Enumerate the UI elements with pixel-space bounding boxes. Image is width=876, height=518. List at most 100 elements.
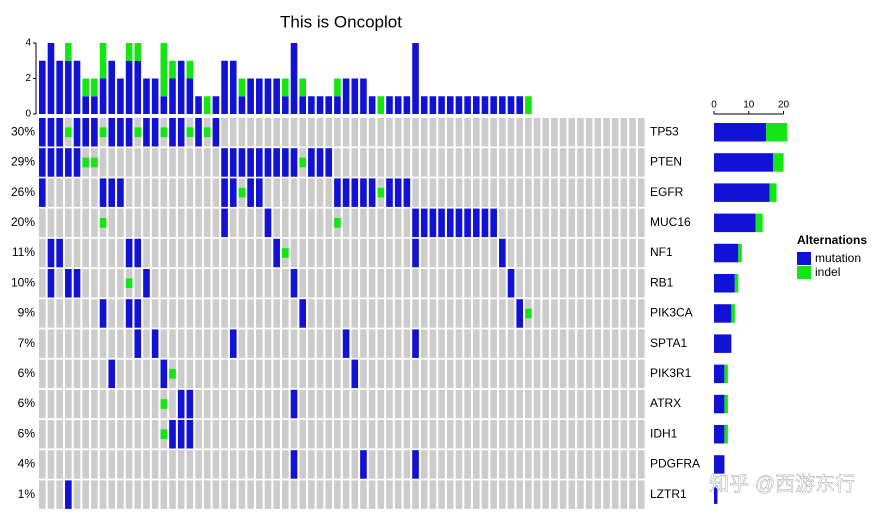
bg-cell <box>585 389 593 419</box>
cell-mutation <box>256 178 263 207</box>
bg-cell <box>169 480 176 509</box>
bg-cell <box>412 420 419 449</box>
bg-cell <box>594 420 602 449</box>
bg-cell <box>247 118 254 147</box>
bg-cell <box>316 450 324 479</box>
bg-cell <box>325 208 333 238</box>
bg-cell <box>533 329 541 358</box>
bg-cell <box>325 238 333 268</box>
bg-cell <box>143 329 150 358</box>
bg-cell <box>394 420 402 449</box>
bg-cell <box>299 480 306 509</box>
bg-cell <box>611 480 619 509</box>
bg-cell <box>82 269 89 298</box>
bg-cell <box>481 450 489 479</box>
bg-cell <box>420 389 428 419</box>
bg-cell <box>351 269 359 298</box>
right-bar-indel <box>731 304 735 323</box>
bg-cell <box>203 329 211 358</box>
bg-cell <box>342 389 350 419</box>
bg-cell <box>247 269 254 298</box>
bg-cell <box>551 389 558 419</box>
right-bar-mutation <box>714 455 725 474</box>
gene-label: EGFR <box>650 185 684 199</box>
bg-cell <box>473 299 480 328</box>
bg-cell <box>351 208 359 238</box>
cell-mutation <box>73 269 81 298</box>
bg-cell <box>264 238 272 268</box>
bg-cell <box>177 359 185 389</box>
bg-cell <box>282 329 289 358</box>
bg-cell <box>160 238 168 268</box>
bg-cell <box>611 269 619 298</box>
bg-cell <box>351 420 359 449</box>
bg-cell <box>568 269 576 298</box>
bg-cell <box>516 238 523 268</box>
bg-cell <box>108 299 116 328</box>
bg-cell <box>360 299 367 328</box>
bg-cell <box>229 420 237 449</box>
cell-mutation <box>212 118 220 147</box>
bg-cell <box>316 269 324 298</box>
top-bar-mutation <box>151 78 159 114</box>
bg-cell <box>65 238 72 268</box>
bg-cell <box>507 480 515 509</box>
bg-cell <box>403 450 411 479</box>
right-bar-mutation <box>714 425 725 444</box>
bg-cell <box>256 299 263 328</box>
cell-mutation <box>308 148 315 177</box>
bg-cell <box>429 450 437 479</box>
pct-label: 30% <box>11 124 35 138</box>
bg-cell <box>308 238 315 268</box>
bg-cell <box>151 208 159 238</box>
top-bar-mutation <box>455 96 463 114</box>
bg-cell <box>308 450 315 479</box>
bg-cell <box>481 178 489 207</box>
bg-cell <box>394 389 402 419</box>
bg-cell <box>516 359 523 389</box>
bg-cell <box>481 148 489 177</box>
cell-mutation <box>299 299 306 328</box>
cell-indel <box>186 127 194 138</box>
bg-cell <box>542 269 550 298</box>
bg-cell <box>290 208 298 238</box>
bg-cell <box>186 329 194 358</box>
bg-cell <box>412 299 419 328</box>
top-bar-mutation <box>195 96 202 114</box>
bg-cell <box>499 148 506 177</box>
top-bar-indel <box>91 78 98 97</box>
bg-cell <box>611 420 619 449</box>
bg-cell <box>429 238 437 268</box>
top-bar-mutation <box>73 60 81 114</box>
cell-indel <box>82 157 89 168</box>
right-bar-indel <box>724 394 728 414</box>
bg-cell <box>368 269 376 298</box>
bg-cell <box>525 450 532 479</box>
y-tick-label: 2 <box>25 73 31 84</box>
bg-cell <box>473 178 480 207</box>
pct-label: 1% <box>18 487 36 501</box>
cell-mutation <box>82 118 89 147</box>
bg-cell <box>125 389 133 419</box>
bg-cell <box>446 148 454 177</box>
bg-cell <box>577 450 584 479</box>
bg-cell <box>195 359 202 389</box>
right-bar-mutation <box>714 274 735 293</box>
bg-cell <box>351 450 359 479</box>
top-bar-mutation <box>82 96 89 114</box>
bg-cell <box>403 148 411 177</box>
top-bar-mutation <box>420 96 428 114</box>
cell-mutation <box>186 420 194 449</box>
bg-cell <box>637 118 645 147</box>
cell-mutation <box>195 118 202 147</box>
bg-cell <box>394 118 402 147</box>
bg-cell <box>82 238 89 268</box>
bg-cell <box>516 118 523 147</box>
bg-cell <box>334 329 341 358</box>
top-bar-mutation <box>169 78 176 114</box>
bg-cell <box>542 238 550 268</box>
bg-cell <box>446 450 454 479</box>
bg-cell <box>195 420 202 449</box>
bg-cell <box>238 269 246 298</box>
